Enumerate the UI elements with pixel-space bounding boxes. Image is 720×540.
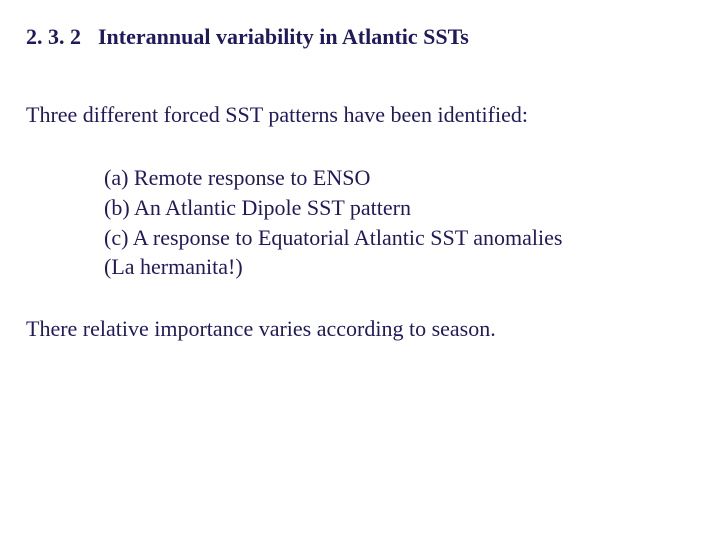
list-item: (a) Remote response to ENSO: [104, 163, 694, 193]
pattern-list: (a) Remote response to ENSO (b) An Atlan…: [104, 163, 694, 282]
section-heading: 2. 3. 2 Interannual variability in Atlan…: [26, 22, 694, 52]
section-number: 2. 3. 2: [26, 22, 98, 52]
section-title: Interannual variability in Atlantic SSTs: [98, 22, 694, 52]
list-item: (b) An Atlantic Dipole SST pattern: [104, 193, 694, 223]
list-item: (La hermanita!): [104, 252, 694, 282]
list-item: (c) A response to Equatorial Atlantic SS…: [104, 223, 694, 253]
closing-paragraph: There relative importance varies accordi…: [26, 314, 694, 344]
intro-paragraph: Three different forced SST patterns have…: [26, 100, 694, 130]
document-page: 2. 3. 2 Interannual variability in Atlan…: [0, 0, 720, 344]
